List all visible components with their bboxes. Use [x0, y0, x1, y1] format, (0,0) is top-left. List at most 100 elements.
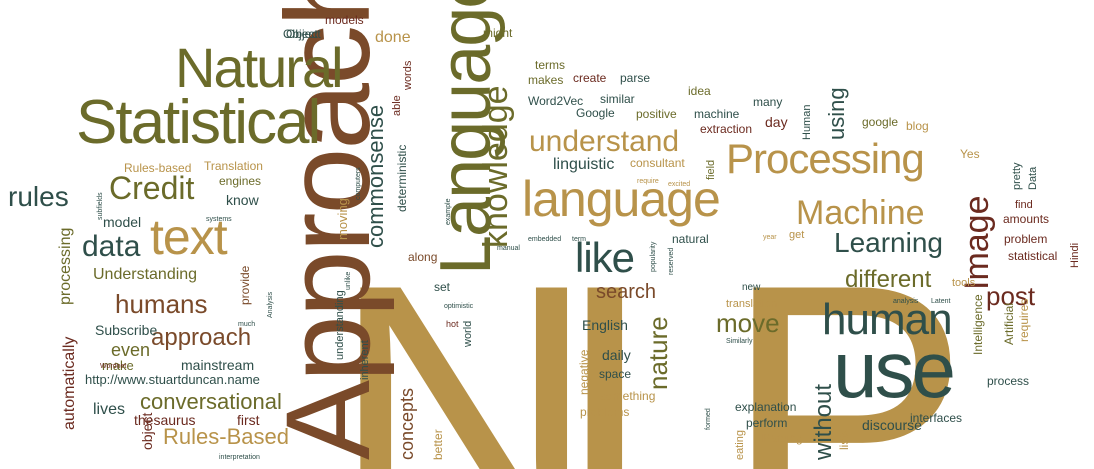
cloud-word: find — [1015, 199, 1033, 211]
cloud-word: moving — [335, 198, 350, 240]
cloud-word: field — [705, 159, 717, 180]
cloud-word: similar — [600, 92, 635, 106]
cloud-word: Image — [958, 195, 996, 291]
cloud-word: get — [789, 229, 805, 241]
cloud-word: data — [82, 230, 141, 263]
cloud-word: understand — [529, 125, 680, 158]
cloud-word: interfaces — [910, 411, 963, 425]
cloud-word: blog — [906, 119, 929, 133]
cloud-word: Translation — [204, 159, 263, 173]
cloud-word: subfields — [97, 192, 104, 220]
cloud-word: require — [637, 178, 659, 185]
cloud-word: parse — [620, 71, 651, 85]
cloud-word: systems — [206, 216, 232, 223]
cloud-word: understanding — [334, 290, 346, 360]
cloud-word: linguistic — [553, 156, 615, 173]
cloud-word: term — [572, 236, 586, 243]
cloud-word: Learning — [834, 227, 943, 258]
cloud-word: statistical — [1008, 249, 1058, 263]
cloud-word: better — [431, 429, 445, 460]
cloud-word: inherent — [359, 340, 371, 380]
cloud-word: popularity — [650, 241, 657, 272]
cloud-word: processing — [57, 227, 74, 305]
cloud-word: knowledge — [477, 85, 515, 248]
cloud-word: pretty — [1011, 162, 1023, 190]
cloud-word: Processing — [726, 135, 925, 182]
cloud-word: world — [462, 320, 474, 347]
cloud-word: rules — [8, 181, 69, 212]
cloud-word: makes — [528, 73, 564, 87]
cloud-word: conversational — [140, 389, 282, 414]
cloud-word: year — [763, 234, 777, 241]
cloud-word: extraction — [700, 122, 753, 136]
cloud-word: create — [573, 71, 607, 85]
cloud-word: Human — [801, 104, 813, 140]
cloud-word: Machine — [796, 194, 925, 232]
cloud-word: use — [833, 325, 956, 414]
cloud-word: example — [445, 198, 452, 225]
cloud-word: daily — [602, 347, 631, 363]
cloud-word: Google — [576, 106, 615, 120]
cloud-word: manual — [497, 245, 520, 252]
cloud-word: object — [139, 412, 155, 450]
cloud-word: optimistic — [444, 303, 474, 310]
cloud-word: machine — [694, 107, 740, 121]
cloud-word: Rules-based — [124, 161, 192, 175]
cloud-word: NLP — [330, 208, 970, 469]
cloud-word: know — [226, 192, 259, 208]
cloud-word: Credit — [109, 170, 195, 206]
cloud-word: Hindi — [1069, 242, 1081, 268]
cloud-word: much — [238, 321, 256, 328]
cloud-word: perform — [746, 416, 788, 430]
cloud-word: done — [375, 29, 411, 46]
cloud-word: tools — [952, 277, 976, 289]
cloud-word: like — [575, 234, 635, 281]
cloud-word: reserved — [668, 247, 675, 275]
cloud-word: translation — [726, 298, 777, 310]
cloud-word: Yes — [960, 147, 980, 161]
cloud-word: Natural — [175, 36, 344, 99]
cloud-word: move — [716, 308, 780, 338]
cloud-word: interpretation — [219, 454, 260, 461]
cloud-word: excited — [668, 181, 691, 188]
cloud-word: space — [599, 367, 632, 381]
cloud-word: along — [408, 250, 438, 264]
cloud-word: Wordnet — [100, 363, 127, 370]
cloud-word: requires — [1017, 298, 1031, 342]
cloud-word: google — [862, 115, 899, 129]
cloud-word: provide — [238, 265, 252, 305]
cloud-word: nature — [643, 316, 673, 390]
cloud-word: even — [111, 340, 151, 360]
cloud-word: idea — [688, 84, 711, 98]
cloud-word: day — [765, 114, 788, 130]
cloud-word: deterministic — [395, 144, 409, 212]
cloud-word: Object — [286, 27, 321, 41]
cloud-word: terms — [535, 58, 565, 72]
cloud-word: explanation — [735, 400, 797, 414]
cloud-word: text — [150, 209, 228, 265]
cloud-word: problems — [580, 405, 630, 419]
cloud-word: set — [434, 280, 451, 294]
cloud-word: model — [103, 214, 142, 230]
cloud-word: able — [391, 95, 403, 116]
cloud-word: Parsing — [762, 431, 803, 445]
cloud-word: Object — [283, 27, 318, 41]
cloud-word: discourse — [862, 417, 922, 433]
cloud-word: consultant — [630, 156, 685, 170]
cloud-word: mainstream — [181, 357, 255, 373]
cloud-word: first — [237, 412, 260, 428]
cloud-word: concepts — [397, 387, 417, 460]
cloud-word: Latent — [931, 298, 951, 305]
cloud-word: http://www.stuartduncan.name — [85, 372, 260, 387]
cloud-word: Analysis — [267, 291, 274, 318]
cloud-word: eating — [734, 430, 746, 460]
cloud-word: English — [582, 317, 628, 333]
cloud-word: Statistical — [76, 88, 321, 157]
cloud-word: analysis — [893, 298, 919, 305]
cloud-word: Subscribe — [95, 322, 158, 338]
cloud-word: many — [753, 95, 783, 109]
cloud-word: natural — [672, 232, 709, 246]
cloud-word: humans — [115, 289, 208, 319]
cloud-word: unlike — [345, 271, 352, 290]
cloud-word: Rules-Based — [163, 424, 289, 449]
